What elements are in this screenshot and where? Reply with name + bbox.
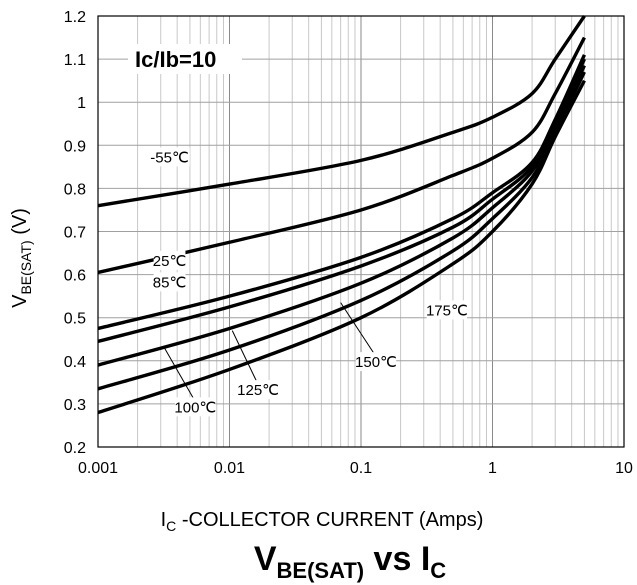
series-label-bg-1 [153,250,186,270]
x-tick-label: 1 [488,460,497,477]
series-label-bg-3 [175,397,216,417]
chart-title: VBE(SAT) vs IC [254,540,446,583]
series-label-6: 175℃ [426,302,468,319]
y-tick-label: 0.3 [64,397,86,414]
series-line-6 [97,79,586,415]
y-tick-label: 1.2 [64,9,86,26]
y-tick-label: 1 [77,95,86,112]
series-label-bg-5 [355,352,397,372]
y-tick-label: 0.9 [64,138,86,155]
y-tick-label: 0.6 [64,268,86,285]
series-line-2 [97,54,586,331]
series-label-3: 100℃ [174,399,216,416]
series-label-2: 85℃ [153,274,187,291]
x-axis-title: IC -COLLECTOR CURRENT (Amps) [161,509,484,534]
y-tick-labels: 0.2 0.3 0.4 0.5 0.6 0.7 0.8 0.9 1 1.1 1.2 [64,9,86,457]
series-line-1 [97,36,586,275]
annotation-text: Ic/Ib=10 [135,47,216,72]
y-tick-label: 1.1 [64,52,86,69]
y-tick-label: 0.2 [64,440,86,457]
x-tick-label: 0.1 [350,460,372,477]
y-tick-label: 0.8 [64,181,86,198]
series-label-bg-4 [237,380,279,400]
series-label-bg-6 [426,300,468,320]
series-line-3 [97,58,586,344]
y-tick-label: 0.7 [64,225,86,242]
x-tick-labels: 0.001 0.01 0.1 1 10 [78,460,633,477]
series-label-0: -55℃ [150,149,189,166]
series-label-1: 25℃ [153,253,187,270]
y-tick-label: 0.4 [64,354,86,371]
series-label-bg-0 [149,147,190,167]
series-line-5 [97,71,586,391]
plot-frame [97,15,625,448]
grid-lines [97,15,624,448]
series-leader-5 [340,302,377,357]
y-axis-title: VBE(SAT) (V) [9,208,34,308]
series-line-0 [97,15,586,208]
annotation-box: Ic/Ib=10 [128,44,242,74]
series-lines [97,15,586,415]
series-leader-3 [163,347,196,402]
series-label-5: 150℃ [355,354,397,371]
series-label-4: 125℃ [237,382,279,399]
x-tick-label: 0.001 [78,460,118,477]
x-tick-label: 0.01 [214,460,245,477]
y-tick-label: 0.5 [64,311,86,328]
series-leader-4 [231,330,259,385]
series-labels: -55℃ 25℃ 85℃ 100℃ 125℃ 150℃ 175℃ [149,147,468,417]
series-line-4 [97,64,586,367]
label-leaders [163,302,377,402]
series-label-bg-2 [153,272,186,292]
x-tick-label: 10 [615,460,633,477]
